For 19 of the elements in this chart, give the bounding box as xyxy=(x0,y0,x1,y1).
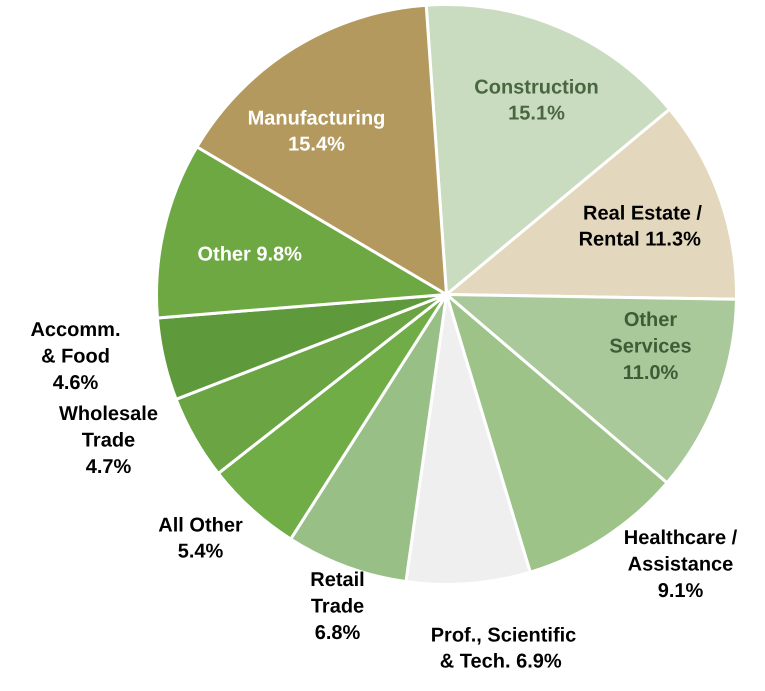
data-label: 4.6% xyxy=(52,372,99,394)
slice-label: Wholesale Trade xyxy=(59,403,158,452)
data-label: 11.0% xyxy=(622,362,679,384)
slice-label: Accomm. & Food xyxy=(30,319,121,368)
data-label: 4.7% xyxy=(86,456,132,478)
slice-label: All Other xyxy=(158,514,243,536)
data-label: 15.1% xyxy=(508,102,566,125)
data-label: 5.4% xyxy=(178,540,224,563)
slice-label: Real Estate / Rental 11.3% xyxy=(578,202,702,251)
slice-label: Prof., Scientific & Tech. 6.9% xyxy=(430,624,576,673)
data-label: 6.8% xyxy=(314,622,361,644)
slice-label: Other Services xyxy=(609,309,692,358)
data-label: 15.4% xyxy=(288,134,346,156)
slice-label: Construction xyxy=(474,76,599,98)
slice-label: Retail Trade xyxy=(310,569,365,618)
category-label: Other 9.8% xyxy=(197,244,302,266)
slice-label: Manufacturing xyxy=(248,107,386,130)
data-label: 9.1% xyxy=(658,580,704,602)
slice-label: Healthcare / Assistance xyxy=(624,527,738,576)
